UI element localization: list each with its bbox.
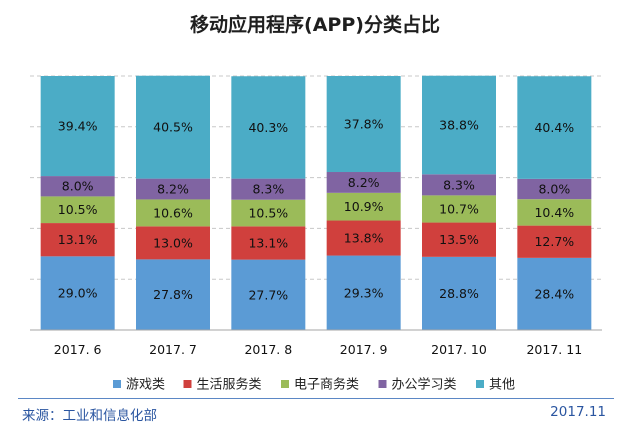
legend-swatch: [378, 380, 387, 388]
bar-segment: [517, 178, 592, 200]
data-label: 10.5%: [248, 206, 288, 221]
data-label: 8.2%: [157, 182, 189, 197]
legend-label: 游戏类: [126, 378, 165, 393]
data-label: 29.3%: [344, 285, 384, 300]
data-label: 10.5%: [58, 202, 98, 217]
bar-segment: [40, 223, 115, 257]
data-label: 13.1%: [248, 236, 288, 251]
x-tick-label: 2017. 7: [149, 342, 197, 357]
legend-swatch: [476, 380, 484, 388]
bar-segment: [326, 192, 401, 221]
bar-segment: [136, 199, 210, 227]
data-label: 38.8%: [439, 118, 479, 133]
bar-segment: [517, 257, 592, 330]
bar-segment: [326, 220, 401, 256]
legend-swatch: [113, 380, 121, 388]
segment-labels: 29.0% 13.1% 10.5% 8.0% 39.4% 27.8% 13.0% 10.6% 8…: [58, 117, 574, 303]
legend-item: 其他: [476, 378, 515, 393]
data-label: 40.4%: [534, 120, 574, 135]
bar-segment: [422, 195, 496, 223]
bar-segment: [40, 196, 115, 224]
legend-item: 办公学习类: [378, 377, 457, 393]
bar-segment: [326, 76, 401, 173]
data-label: 13.0%: [153, 235, 193, 250]
bar-segment: [517, 225, 592, 258]
x-tick-label: 2017. 8: [244, 342, 292, 357]
bar-segment: [136, 226, 210, 260]
legend-label: 其他: [489, 378, 515, 393]
bar-segment: [422, 174, 496, 196]
data-label: 27.7%: [248, 287, 288, 302]
data-label: 37.8%: [344, 117, 384, 132]
bar-segment: [231, 199, 306, 227]
data-label: 40.3%: [248, 120, 288, 135]
data-label: 29.0%: [58, 286, 98, 301]
x-tick-label: 2017. 11: [526, 342, 582, 357]
data-label: 8.3%: [252, 182, 284, 197]
bar-segment: [136, 259, 210, 330]
bar-segment: [326, 172, 401, 193]
bar-segment: [231, 259, 306, 330]
bar-segment: [422, 75, 496, 175]
data-label: 28.8%: [439, 286, 479, 301]
x-tick-label: 2017. 9: [340, 342, 388, 357]
bar-segment: [231, 226, 306, 260]
data-label: 40.5%: [153, 120, 193, 135]
data-label: 12.7%: [534, 234, 574, 249]
data-label: 8.2%: [348, 175, 380, 190]
x-tick-label: 2017. 6: [54, 342, 102, 357]
data-label: 13.1%: [58, 232, 98, 247]
gridlines: [30, 75, 602, 280]
legend-swatch: [281, 380, 289, 388]
data-label: 8.0%: [62, 179, 94, 194]
data-label: 10.4%: [534, 205, 574, 220]
legend-label: 生活服务类: [197, 377, 262, 393]
bar-segment: [517, 76, 592, 179]
bar-segment: [422, 222, 496, 257]
legend-item: 电子商务类: [281, 377, 359, 393]
data-label: 8.3%: [443, 177, 475, 192]
bar-segment: [40, 256, 115, 330]
footer-source: 来源：工业和信息化部: [22, 408, 157, 424]
bar-segment: [422, 256, 496, 330]
bars: [40, 75, 592, 330]
x-axis: 2017. 6 2017. 7 2017. 8 2017. 9 2017. 10 2017…: [30, 329, 602, 357]
data-label: 28.4%: [534, 286, 574, 301]
legend-label: 电子商务类: [294, 377, 359, 393]
chart-title: 移动应用程序(APP)分类占比: [190, 14, 440, 36]
bar-segment: [136, 178, 210, 200]
footer-divider: [18, 398, 614, 399]
bar-segment: [517, 199, 592, 226]
legend-item: 游戏类: [113, 378, 165, 393]
bar-segment: [231, 76, 306, 179]
data-label: 13.5%: [439, 232, 479, 247]
data-label: 10.6%: [153, 205, 193, 220]
bar-segment: [326, 255, 401, 330]
data-label: 8.0%: [538, 182, 570, 197]
legend-item: 生活服务类: [183, 377, 262, 393]
legend-swatch: [183, 380, 192, 388]
legend: 游戏类 生活服务类 电子商务类 办公学习类 其他: [113, 377, 515, 393]
bar-segment: [40, 76, 115, 177]
bar-segment: [231, 178, 306, 200]
bar-segment: [136, 75, 210, 179]
data-label: 39.4%: [58, 119, 98, 134]
data-label: 27.8%: [153, 287, 193, 302]
data-label: 13.8%: [344, 231, 384, 246]
footer-date: 2017.11: [550, 404, 606, 420]
x-tick-label: 2017. 10: [431, 342, 487, 357]
data-label: 10.7%: [439, 201, 479, 216]
bar-segment: [40, 176, 115, 197]
data-label: 10.9%: [344, 199, 384, 214]
legend-label: 办公学习类: [392, 377, 457, 393]
